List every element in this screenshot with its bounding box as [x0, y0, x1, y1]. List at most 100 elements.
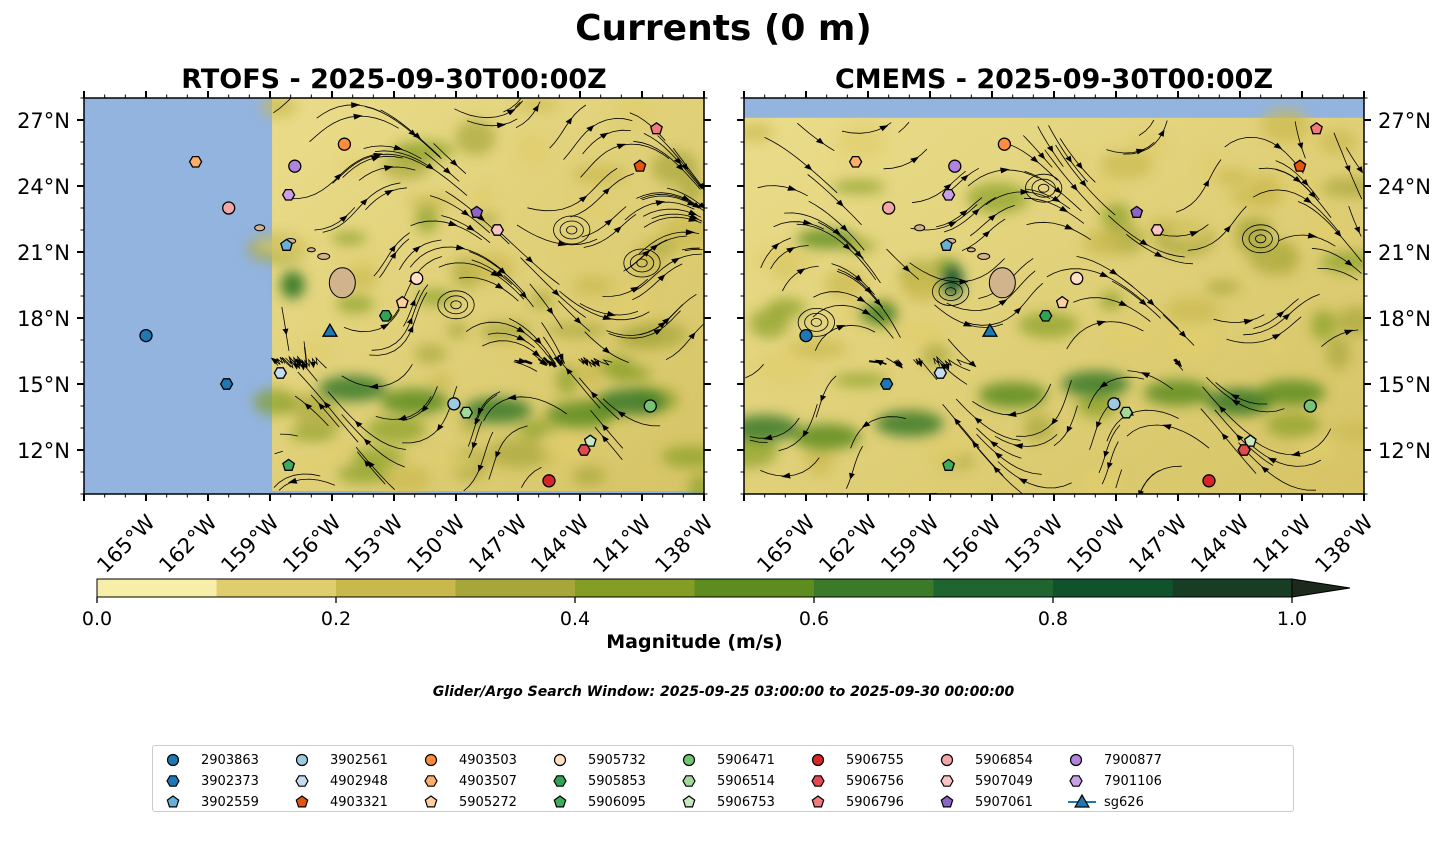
legend-label: 2903863: [201, 752, 259, 768]
legend-marker-pentagon: [424, 795, 438, 808]
x-tick-label: 141°W: [588, 510, 656, 578]
float-5905272: [1055, 295, 1069, 309]
float-5906095: [282, 458, 296, 471]
legend-item-7900877: 7900877: [1068, 750, 1162, 770]
legend-item-5906471: 5906471: [681, 750, 775, 770]
float-5905732: [410, 271, 424, 286]
y-tick-label: 24°N: [1378, 175, 1431, 199]
float-5906753: [1243, 434, 1257, 447]
legend-label: 5906514: [717, 773, 775, 789]
legend-marker-circle: [553, 753, 567, 767]
x-tick-label: 162°W: [154, 510, 222, 578]
float-4903503: [997, 137, 1012, 151]
legend-item-5907049: 5907049: [939, 771, 1033, 791]
colorbar-segment: [97, 579, 217, 597]
legend-label: 7900877: [1104, 752, 1162, 768]
legend-item-5907061: 5907061: [939, 792, 1033, 812]
float-5906471: [1303, 399, 1317, 413]
float-5905853: [378, 309, 393, 322]
float-5906796: [1310, 121, 1323, 135]
y-tick-label: 21°N: [1378, 241, 1431, 265]
cmems-panel-title: CMEMS - 2025-09-30T00:00Z: [834, 64, 1274, 95]
x-tick-label: 153°W: [1000, 510, 1068, 578]
x-tick-label: 138°W: [1310, 510, 1378, 578]
legend-item-3902561: 3902561: [294, 750, 388, 770]
float-sg626: [321, 322, 339, 337]
float-2903863: [139, 328, 153, 343]
float-5906756: [1237, 444, 1251, 456]
legend-marker-pentagon: [682, 795, 696, 808]
float-4903321: [633, 159, 647, 172]
legend-marker-hexagon: [553, 775, 567, 787]
legend-marker-hexagon: [166, 775, 180, 787]
float-markers: [139, 121, 663, 488]
legend-item-5906756: 5906756: [810, 771, 904, 791]
float-4902948: [273, 367, 288, 379]
float-4903507: [188, 155, 203, 168]
float-markers: [799, 121, 1323, 488]
y-tick-label: 21°N: [17, 241, 70, 265]
legend: 2903863 3902373 3902559 3902561 4902948 49033…: [152, 745, 1294, 812]
legend-label: 5905853: [588, 773, 646, 789]
x-tick-label: 138°W: [650, 510, 718, 578]
x-tick-label: 156°W: [938, 510, 1006, 578]
legend-item-4903321: 4903321: [294, 792, 388, 812]
float-5906755: [542, 474, 556, 488]
legend-item-5906755: 5906755: [810, 750, 904, 770]
float-5906796: [650, 121, 663, 135]
legend-marker-pentagon: [166, 795, 180, 808]
x-tick-label: 150°W: [402, 510, 470, 578]
float-5906755: [1202, 474, 1216, 488]
colorbar-segment: [1172, 579, 1293, 597]
float-4903321: [1293, 159, 1307, 172]
x-tick-label: 165°W: [752, 510, 820, 578]
colorbar-segment: [455, 579, 576, 597]
float-5905732: [1070, 271, 1084, 286]
colorbar-extend-arrow: [1291, 578, 1351, 598]
legend-item-5906514: 5906514: [681, 771, 775, 791]
float-5905853: [1038, 309, 1053, 322]
legend-label: 4903503: [459, 752, 517, 768]
float-5906753: [583, 434, 597, 447]
legend-marker-circle: [940, 753, 954, 767]
y-tick-label: 12°N: [1378, 439, 1431, 463]
colorbar-segment: [575, 579, 695, 597]
x-tick-label: 144°W: [526, 510, 594, 578]
legend-marker-hexagon: [811, 775, 825, 787]
legend-marker-pentagon: [940, 795, 954, 808]
float-7901106: [281, 188, 296, 201]
float-5906756: [577, 444, 591, 456]
colorbar-tick-label: 0.0: [82, 608, 112, 630]
y-tick-label: 15°N: [1378, 373, 1431, 397]
colorbar-segment: [216, 579, 337, 597]
legend-item-5905272: 5905272: [423, 792, 517, 812]
float-3902373: [879, 378, 894, 390]
y-tick-label: 27°N: [17, 109, 70, 133]
legend-label: 4903321: [330, 794, 388, 810]
x-tick-label: 159°W: [216, 510, 284, 578]
legend-label: 5906471: [717, 752, 775, 768]
x-tick-label: 162°W: [814, 510, 882, 578]
legend-item-4903507: 4903507: [423, 771, 517, 791]
float-5907061: [470, 205, 484, 218]
float-3902561: [447, 397, 461, 411]
y-tick-label: 27°N: [1378, 109, 1431, 133]
legend-label: 5906755: [846, 752, 904, 768]
float-5906095: [942, 458, 956, 471]
legend-marker-circle: [295, 753, 309, 767]
colorbar-tick-label: 0.2: [321, 608, 351, 630]
legend-label: 4903507: [459, 773, 517, 789]
colorbar-segment: [694, 579, 815, 597]
legend-label: 5905272: [459, 794, 517, 810]
float-sg626: [981, 322, 999, 337]
legend-label: 5907061: [975, 794, 1033, 810]
float-5906854: [882, 201, 896, 215]
legend-marker-circle: [811, 753, 825, 767]
legend-label: 3902559: [201, 794, 259, 810]
x-tick-label: 159°W: [876, 510, 944, 578]
float-3902559: [280, 238, 293, 251]
float-3902373: [219, 378, 234, 390]
float-3902561: [1107, 397, 1121, 411]
